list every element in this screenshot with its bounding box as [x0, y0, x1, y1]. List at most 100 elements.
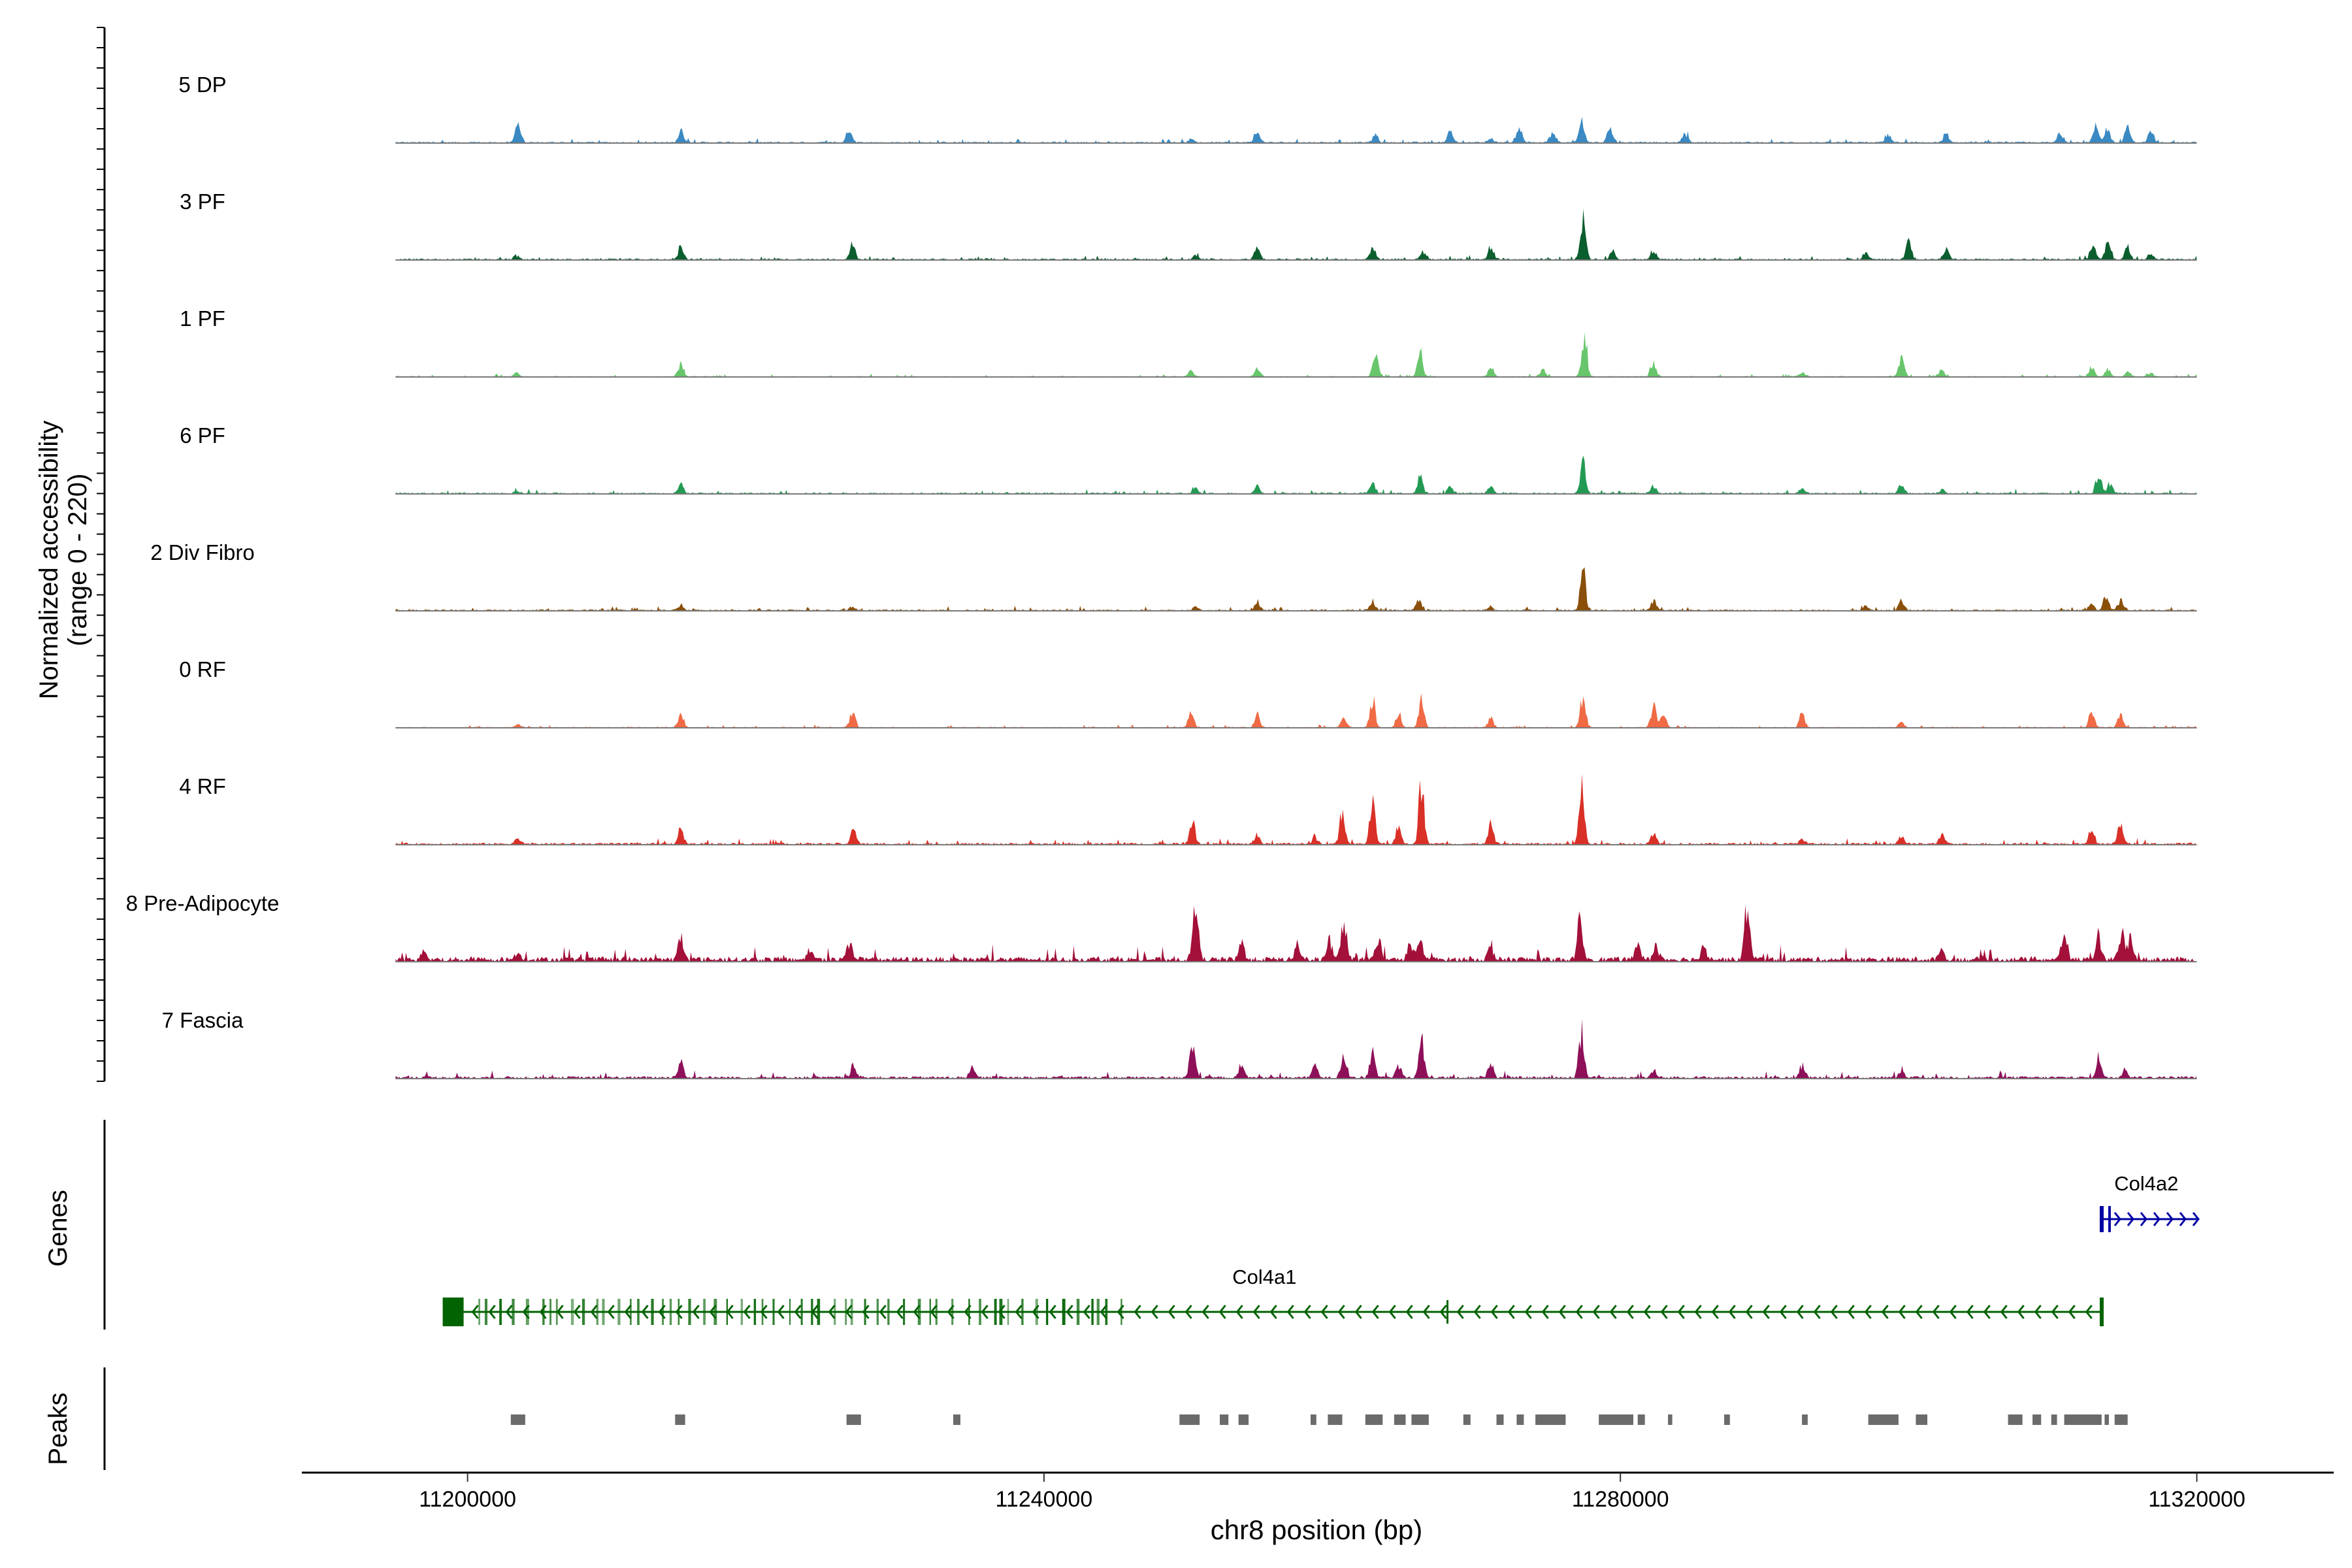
coverage-area [395, 774, 2197, 845]
strand-arrow [1575, 1305, 1583, 1319]
strand-arrow [879, 1305, 887, 1319]
peak-region [1365, 1414, 1383, 1425]
peak-region [510, 1414, 525, 1425]
peak-region [1496, 1414, 1504, 1425]
track-8-pre-adipocyte: 8 Pre-Adipocyte [126, 891, 2197, 962]
strand-arrow [896, 1305, 904, 1319]
strand-arrow [1745, 1305, 1753, 1319]
strand-arrow [1847, 1305, 1855, 1319]
strand-arrow [1677, 1305, 1685, 1319]
gene-utr-block [442, 1298, 464, 1326]
strand-arrow [1694, 1305, 1702, 1319]
strand-arrow [1422, 1305, 1430, 1319]
strand-arrow [1711, 1305, 1719, 1319]
gene-label: Col4a2 [2114, 1172, 2178, 1195]
x-axis-label: chr8 position (bp) [1211, 1514, 1423, 1545]
gene-col4a1: Col4a1 [442, 1266, 2104, 1326]
peak-region [1668, 1414, 1673, 1425]
peak-region [2104, 1414, 2109, 1425]
track-label: 8 Pre-Adipocyte [126, 891, 280, 915]
peak-region [1311, 1414, 1316, 1425]
peak-region [2033, 1414, 2042, 1425]
strand-arrow [1915, 1305, 1923, 1319]
strand-arrow [1337, 1305, 1345, 1319]
track-label: 4 RF [179, 774, 226, 798]
strand-arrow [1728, 1305, 1736, 1319]
strand-arrow [692, 1305, 700, 1319]
strand-arrow [2179, 1212, 2187, 1226]
strand-arrow [1609, 1305, 1617, 1319]
strand-arrow [1405, 1305, 1413, 1319]
track-label: 3 PF [180, 189, 225, 214]
peak-region [1463, 1414, 1471, 1425]
coverage-area [395, 567, 2197, 611]
strand-arrow [1592, 1305, 1600, 1319]
strand-arrow [624, 1305, 632, 1319]
track-6-pf: 6 PF [180, 423, 2197, 495]
strand-arrow [1388, 1305, 1396, 1319]
strand-arrow [2051, 1305, 2059, 1319]
y-axis-label-line2: (range 0 - 220) [63, 474, 92, 647]
peak-region [1599, 1414, 1633, 1425]
gene-label: Col4a1 [1232, 1266, 1296, 1288]
gene-track: Col4a1 Col4a2 [442, 1172, 2200, 1326]
gene-col4a2: Col4a2 [2099, 1172, 2200, 1232]
x-tick-label: 11200000 [419, 1487, 516, 1512]
strand-arrow [2017, 1305, 2025, 1319]
strand-arrow [1456, 1305, 1464, 1319]
strand-arrow [1490, 1305, 1498, 1319]
coverage-area [395, 455, 2197, 494]
strand-arrow [1524, 1305, 1532, 1319]
strand-arrow [1184, 1305, 1192, 1319]
strand-arrow [1320, 1305, 1328, 1319]
strand-arrow [1218, 1305, 1226, 1319]
strand-arrow [2068, 1305, 2076, 1319]
x-tick-label: 11240000 [996, 1487, 1093, 1512]
x-tick-label: 11280000 [1572, 1487, 1669, 1512]
peaks-track-title: Peaks [44, 1392, 73, 1465]
track-4-rf: 4 RF [179, 774, 2197, 845]
strand-arrow [2140, 1212, 2148, 1226]
strand-arrow [505, 1305, 513, 1319]
peak-region [1868, 1414, 1899, 1425]
strand-arrow [1983, 1305, 1991, 1319]
strand-arrow [2127, 1212, 2134, 1226]
strand-arrow [1507, 1305, 1515, 1319]
strand-arrow [862, 1305, 870, 1319]
track-7-fascia: 7 Fascia [162, 1008, 2197, 1079]
strand-arrow [1235, 1305, 1243, 1319]
peak-region [1220, 1414, 1229, 1425]
strand-arrow [471, 1305, 479, 1319]
peak-region [953, 1414, 960, 1425]
strand-arrow [488, 1305, 496, 1319]
strand-arrow [573, 1305, 581, 1319]
strand-arrow [1371, 1305, 1379, 1319]
axes: 11200000 11240000 11280000 11320000 [97, 27, 2334, 1512]
peak-region [675, 1414, 685, 1425]
y-axis-label-line1: Normalized accessibility [35, 421, 63, 700]
strand-arrow [930, 1305, 938, 1319]
peak-region [846, 1414, 861, 1425]
strand-arrow [1830, 1305, 1838, 1319]
peak-region [1238, 1414, 1249, 1425]
peak-region [2051, 1414, 2057, 1425]
genes-track-title: Genes [44, 1190, 73, 1267]
peak-region [2114, 1414, 2128, 1425]
track-3-pf: 3 PF [180, 189, 2197, 261]
strand-arrow [777, 1305, 785, 1319]
peak-region [2008, 1414, 2023, 1425]
strand-arrow [1541, 1305, 1549, 1319]
coverage-area [395, 1019, 2197, 1079]
coverage-area [395, 332, 2197, 377]
strand-arrow [1949, 1305, 1957, 1319]
strand-arrow [2153, 1212, 2161, 1226]
strand-arrow [1558, 1305, 1566, 1319]
strand-arrow [1779, 1305, 1787, 1319]
strand-arrow [1966, 1305, 1974, 1319]
strand-arrow [2166, 1212, 2174, 1226]
strand-arrow [1796, 1305, 1804, 1319]
strand-arrow [1303, 1305, 1311, 1319]
strand-arrow [1813, 1305, 1821, 1319]
strand-arrow [760, 1305, 768, 1319]
strand-arrow [1066, 1305, 1073, 1319]
